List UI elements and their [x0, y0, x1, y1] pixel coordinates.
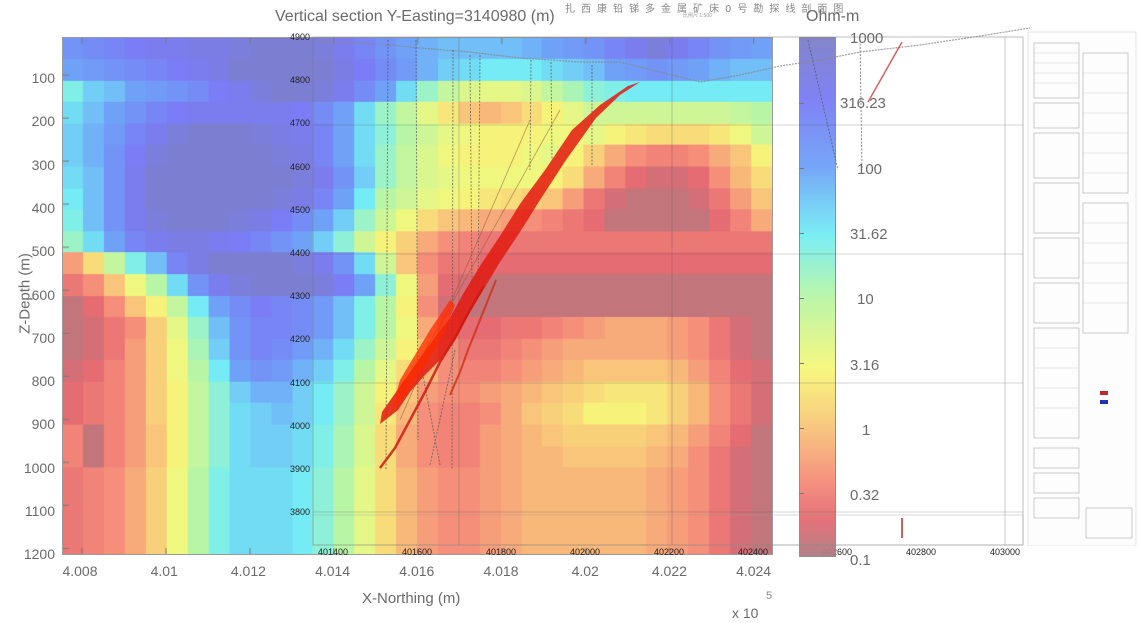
overlay-y-tick-label: 4900 [289, 32, 310, 42]
resistivity-heatmap [63, 38, 772, 554]
overlay-x-tick-label: 402000 [569, 547, 601, 557]
figure-title: Vertical section Y-Easting=3140980 (m) [275, 8, 555, 25]
x-tick-label: 4.018 [483, 563, 519, 579]
x-axis-multiplier-exponent: 5 [766, 590, 773, 602]
overlay-x-tick-label: 402600 [821, 547, 853, 557]
colorbar-tick-label: 100 [857, 160, 883, 178]
x-tick-label: 4.02 [571, 563, 599, 579]
y-tick-label: 1100 [24, 503, 55, 519]
x-tick-label: 4.01 [150, 563, 178, 579]
colorbar-tick-label: 10 [857, 291, 874, 309]
overlay-data-tables [1027, 31, 1137, 546]
y-tick-label: 700 [31, 329, 55, 346]
y-tick-label: 300 [31, 156, 55, 173]
x-tick-label: 4.014 [315, 563, 351, 579]
colorbar-tick-label: 0.1 [850, 552, 871, 570]
colorbar-unit: Ohm-m [806, 8, 860, 25]
overlay-y-tick-label: 4500 [289, 204, 310, 215]
colorbar-tick-mark [799, 233, 804, 234]
overlay-y-tick-label: 4000 [289, 420, 310, 431]
y-tick-label: 800 [31, 373, 55, 390]
overlay-y-tick-label: 3900 [289, 464, 310, 474]
overlay-y-tick-label: 4700 [289, 118, 310, 129]
colorbar-tick-label: 3.16 [850, 356, 880, 374]
x-tick-label: 4.008 [62, 563, 98, 579]
y-tick-label: 500 [31, 243, 55, 260]
heatmap-plot-area [62, 37, 773, 555]
y-tick-label: 900 [31, 416, 55, 433]
overlay-y-tick-label: 3800 [289, 507, 310, 518]
overlay-y-tick-label: 4400 [289, 248, 310, 258]
x-axis-label: X-Northing (m) [362, 590, 461, 607]
colorbar-tick-mark [799, 103, 804, 104]
colorbar-tick-mark [799, 428, 804, 429]
y-tick-label: 600 [31, 286, 55, 303]
colorbar-tick-label: 0.32 [850, 487, 880, 505]
overlay-x-tick-label: 402400 [737, 547, 769, 557]
overlay-y-tick-label: 4300 [289, 291, 310, 302]
overlay-x-tick-label: 402800 [905, 547, 937, 557]
colorbar-tick-mark [799, 363, 804, 364]
colorbar-tick-label: 316.23 [840, 95, 886, 113]
overlay-title: 扎西康铅锑多金属矿床0号勘探线剖面图 [565, 4, 850, 15]
y-tick-label: 1200 [23, 546, 55, 563]
colorbar-tick-mark [799, 168, 804, 169]
x-tick-label: 4.024 [736, 563, 772, 579]
colorbar-tick-label: 1000 [850, 30, 884, 47]
colorbar-tick-mark [799, 298, 804, 299]
x-tick-label: 4.022 [651, 563, 687, 579]
overlay-x-tick-label: 402200 [653, 547, 685, 557]
colorbar [799, 37, 836, 557]
x-tick-label: 4.016 [399, 563, 435, 579]
x-axis-multiplier: x 10 [732, 605, 759, 621]
y-tick-label: 400 [31, 199, 55, 216]
x-tick-label: 4.012 [230, 563, 266, 579]
overlay-y-tick-label: 4100 [289, 377, 310, 388]
overlay-subtitle: 比例尺 1:500 [683, 13, 712, 19]
overlay-x-tick-label: 401600 [401, 547, 433, 557]
y-axis-label: Z-Depth (m) [16, 253, 34, 334]
overlay-y-tick-label: 4200 [289, 334, 310, 345]
y-tick-label: 1000 [23, 459, 55, 476]
overlay-y-tick-label: 4600 [289, 161, 310, 172]
y-tick-label: 200 [31, 113, 55, 130]
y-tick-label: 100 [31, 70, 55, 86]
legend-swatches [1100, 391, 1108, 404]
colorbar-tick-mark [799, 493, 804, 494]
colorbar-tick-label: 31.62 [850, 225, 888, 243]
overlay-x-tick-label: 401400 [317, 547, 349, 557]
colorbar-tick-label: 1 [862, 421, 871, 439]
overlay-y-tick-label: 4800 [289, 75, 310, 86]
overlay-x-tick-label: 401800 [485, 547, 517, 557]
overlay-x-tick-label: 403000 [989, 547, 1021, 557]
